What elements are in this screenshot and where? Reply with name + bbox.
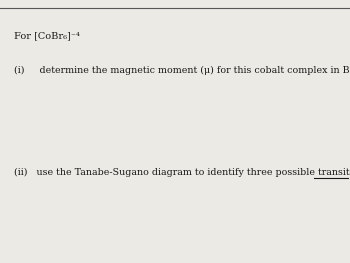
Text: For [CoBr₆]⁻⁴: For [CoBr₆]⁻⁴: [14, 32, 80, 41]
Text: (ii)   use the Tanabe-Sugano diagram to identify three possible transitions for : (ii) use the Tanabe-Sugano diagram to id…: [14, 168, 350, 178]
Text: (i)     determine the magnetic moment (μ) for this cobalt complex in B.M.: (i) determine the magnetic moment (μ) fo…: [14, 66, 350, 75]
